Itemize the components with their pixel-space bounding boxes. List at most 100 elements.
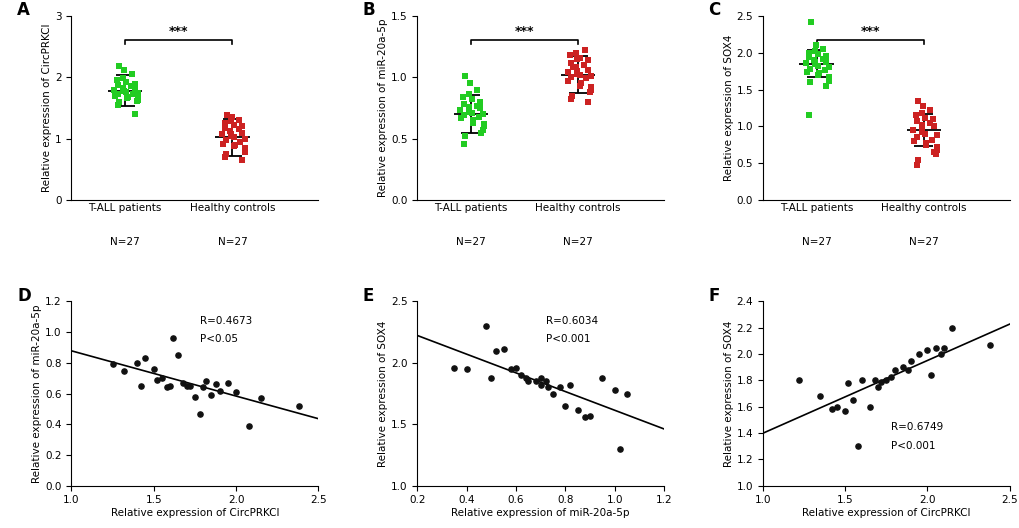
Point — [217, 136, 233, 144]
Text: ***: *** — [860, 25, 879, 39]
Y-axis label: Relative expression of SOX4: Relative expression of SOX4 — [378, 320, 387, 467]
Point — [551, 383, 568, 392]
Point — [801, 65, 817, 73]
Point — [222, 127, 238, 136]
Point — [572, 82, 588, 90]
Point — [123, 70, 140, 79]
Point — [924, 122, 941, 130]
Point — [461, 90, 477, 99]
Point — [118, 88, 135, 96]
Point — [582, 83, 598, 91]
Point — [582, 86, 598, 94]
Point — [815, 66, 832, 74]
Point — [195, 383, 211, 392]
Point — [924, 148, 941, 156]
Point — [175, 379, 192, 387]
Point — [802, 78, 818, 87]
Point — [561, 381, 578, 389]
Point — [814, 45, 830, 53]
Point — [908, 133, 924, 142]
Point — [882, 372, 899, 381]
Point — [913, 127, 929, 136]
Point — [234, 156, 251, 164]
Point — [562, 58, 579, 67]
Point — [527, 377, 543, 385]
Point — [217, 124, 233, 132]
Text: R=0.6034: R=0.6034 — [545, 316, 597, 326]
Point — [123, 82, 140, 91]
Point — [110, 81, 126, 89]
Point — [159, 383, 175, 392]
Point — [820, 73, 837, 81]
Point — [222, 129, 238, 138]
Point — [798, 68, 814, 76]
Point — [927, 131, 944, 139]
Point — [577, 413, 593, 421]
Y-axis label: Relative expression of SOX4: Relative expression of SOX4 — [723, 35, 733, 181]
Point — [582, 88, 598, 96]
Point — [556, 402, 573, 410]
Text: P<0.05: P<0.05 — [200, 334, 237, 344]
Point — [233, 128, 250, 137]
Point — [909, 97, 925, 105]
Point — [918, 346, 934, 354]
Point — [106, 86, 122, 95]
Point — [455, 111, 472, 119]
Point — [931, 350, 948, 359]
Point — [124, 90, 141, 99]
Point — [569, 54, 585, 63]
Point — [853, 376, 869, 385]
Point — [606, 386, 623, 394]
Text: N=27: N=27 — [562, 237, 592, 247]
Point — [807, 41, 823, 50]
Point — [458, 365, 474, 373]
Point — [927, 150, 944, 158]
Text: B: B — [363, 1, 375, 19]
Point — [564, 63, 580, 72]
Point — [129, 88, 146, 97]
Point — [451, 106, 468, 115]
Point — [178, 382, 195, 390]
Point — [532, 373, 548, 382]
Point — [110, 101, 126, 109]
Point — [513, 371, 529, 380]
Point — [916, 114, 932, 122]
Point — [118, 78, 135, 87]
Point — [790, 376, 806, 385]
Text: A: A — [17, 1, 30, 19]
Point — [116, 65, 132, 74]
Point — [218, 111, 234, 119]
Text: P<0.001: P<0.001 — [545, 334, 589, 344]
Point — [927, 146, 944, 154]
Point — [828, 402, 845, 411]
Point — [800, 49, 816, 57]
Point — [579, 56, 595, 64]
Point — [544, 389, 560, 398]
Point — [445, 364, 462, 372]
Text: N=27: N=27 — [455, 237, 485, 247]
Text: ***: *** — [169, 25, 189, 39]
Point — [192, 409, 208, 418]
Point — [216, 119, 232, 128]
Point — [905, 137, 921, 145]
Point — [233, 122, 250, 130]
Point — [236, 135, 253, 143]
Point — [845, 396, 861, 404]
Point — [227, 388, 244, 397]
Point — [810, 69, 826, 78]
Point — [226, 142, 243, 150]
Point — [944, 324, 960, 332]
Point — [230, 125, 247, 134]
Text: F: F — [708, 287, 719, 305]
Point — [917, 138, 933, 147]
X-axis label: Relative expression of CircPRKCI: Relative expression of CircPRKCI — [110, 508, 279, 518]
Point — [132, 382, 149, 390]
Point — [908, 116, 924, 125]
Point — [454, 100, 471, 109]
Point — [203, 391, 219, 399]
Point — [507, 364, 524, 372]
Point — [118, 93, 135, 102]
Point — [910, 350, 926, 359]
Point — [461, 105, 477, 114]
Point — [129, 359, 146, 367]
